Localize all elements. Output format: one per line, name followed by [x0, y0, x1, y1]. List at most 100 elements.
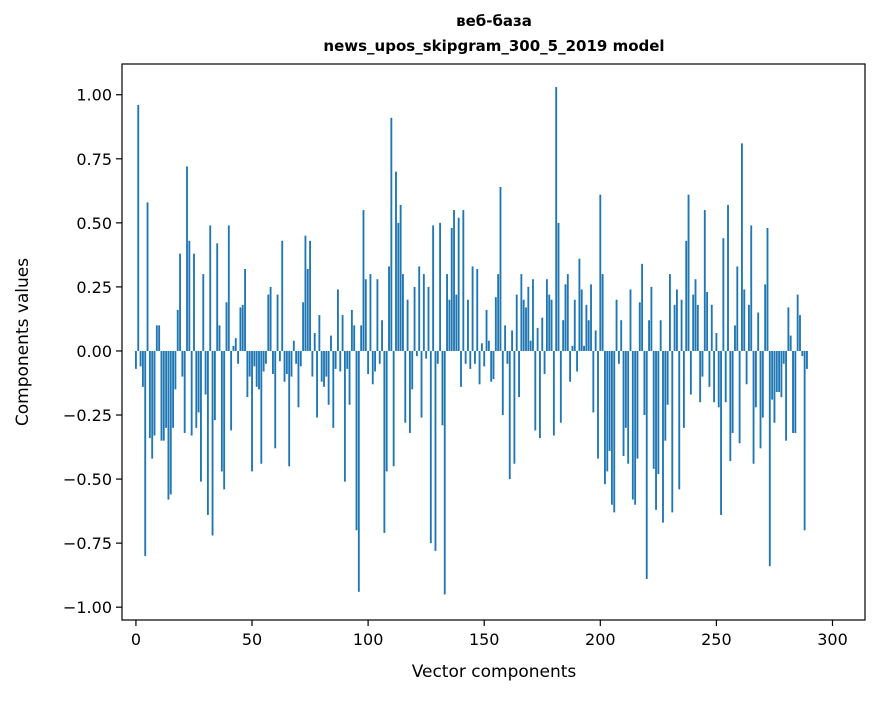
bar-193 — [583, 345, 585, 351]
bar-210 — [622, 350, 625, 457]
bar-217 — [638, 302, 641, 351]
bar-83 — [327, 350, 330, 405]
bar-228 — [664, 350, 667, 441]
bar-195 — [587, 320, 590, 351]
bar-58 — [269, 286, 272, 351]
bar-96 — [357, 350, 360, 592]
bar-189 — [573, 299, 576, 351]
bar-4 — [144, 350, 147, 556]
bar-108 — [385, 350, 388, 472]
bar-235 — [680, 299, 683, 351]
bar-39 — [225, 302, 228, 351]
bar-95 — [355, 350, 358, 531]
bar-245 — [703, 210, 706, 351]
bar-53 — [258, 350, 260, 390]
y-tick-label: −0.50 — [63, 470, 112, 489]
bar-56 — [265, 350, 267, 364]
bar-171 — [532, 279, 534, 351]
bar-168 — [525, 307, 527, 351]
bar-145 — [471, 266, 474, 351]
bar-55 — [262, 350, 265, 372]
bar-197 — [592, 350, 595, 413]
bar-265 — [750, 225, 753, 351]
bar-266 — [752, 350, 755, 464]
x-tick-label: 300 — [817, 630, 848, 649]
bar-256 — [729, 350, 732, 462]
bar-277 — [778, 350, 781, 392]
bar-117 — [406, 299, 409, 351]
bar-199 — [597, 350, 599, 459]
bar-157 — [499, 186, 502, 351]
bar-44 — [237, 350, 240, 364]
bar-67 — [290, 350, 293, 377]
x-tick-label: 250 — [701, 630, 732, 649]
bar-242 — [696, 304, 699, 351]
bar-284 — [794, 350, 797, 433]
bar-162 — [511, 330, 514, 351]
x-tick-label: 50 — [242, 630, 262, 649]
bar-60 — [274, 350, 277, 449]
bar-247 — [708, 350, 711, 387]
bar-221 — [648, 320, 650, 351]
bar-233 — [676, 289, 678, 351]
bar-156 — [497, 274, 500, 351]
bar-102 — [371, 350, 374, 385]
x-axis-ticks: 0 50 100 150 200 250 300 — [131, 620, 848, 649]
bar-181 — [555, 87, 558, 351]
bar-93 — [350, 309, 353, 351]
bar-186 — [566, 274, 569, 351]
bar-134 — [446, 274, 448, 351]
bar-7 — [151, 350, 154, 459]
bar-223 — [652, 350, 655, 469]
bar-31 — [206, 350, 209, 515]
bar-269 — [759, 350, 762, 449]
bar-79 — [318, 315, 321, 351]
bar-288 — [803, 350, 806, 531]
bar-232 — [673, 304, 676, 351]
bar-70 — [297, 350, 300, 408]
bar-72 — [302, 302, 305, 351]
bar-155 — [494, 297, 497, 351]
bar-94 — [353, 325, 356, 351]
bar-225 — [657, 350, 660, 474]
bar-272 — [766, 227, 769, 351]
bar-211 — [624, 350, 627, 428]
bar-184 — [562, 320, 565, 351]
bar-41 — [230, 350, 233, 431]
bar-91 — [346, 350, 349, 369]
bar-237 — [685, 240, 688, 351]
bar-205 — [610, 350, 613, 505]
bar-230 — [669, 274, 671, 351]
bar-213 — [629, 289, 632, 351]
y-tick-label: 0.00 — [76, 342, 112, 361]
bar-100 — [367, 350, 370, 375]
bar-190 — [576, 350, 579, 372]
bar-135 — [448, 299, 451, 351]
bar-202 — [604, 350, 606, 485]
y-tick-label: 1.00 — [76, 86, 112, 105]
bar-27 — [197, 350, 200, 413]
bar-287 — [801, 350, 804, 357]
bar-236 — [682, 350, 685, 428]
bar-33 — [211, 350, 214, 536]
bar-92 — [348, 350, 351, 405]
bar-88 — [339, 350, 342, 372]
bar-89 — [341, 315, 344, 351]
bar-34 — [213, 350, 216, 421]
bar-167 — [522, 299, 525, 351]
bar-257 — [731, 350, 734, 433]
bar-191 — [578, 258, 581, 351]
y-tick-label: −0.75 — [63, 534, 112, 553]
bar-66 — [288, 350, 291, 467]
bar-220 — [645, 350, 648, 580]
x-axis-label: Vector components — [412, 662, 577, 682]
bar-276 — [775, 350, 778, 392]
bar-43 — [234, 338, 237, 351]
bar-114 — [399, 204, 402, 351]
bar-119 — [411, 350, 414, 390]
bar-183 — [559, 350, 562, 423]
bar-40 — [227, 225, 230, 351]
bar-148 — [478, 350, 481, 385]
bar-90 — [343, 350, 346, 482]
